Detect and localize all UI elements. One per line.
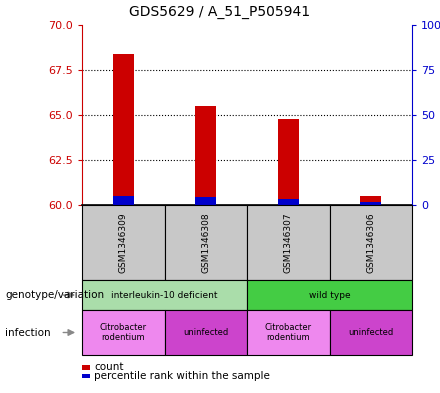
Bar xyxy=(195,106,216,205)
Text: Citrobacter
rodentium: Citrobacter rodentium xyxy=(100,323,147,342)
Bar xyxy=(113,196,134,205)
Bar xyxy=(278,199,299,205)
Bar xyxy=(195,197,216,205)
Text: GSM1346306: GSM1346306 xyxy=(366,212,375,273)
Bar xyxy=(360,196,381,205)
Text: uninfected: uninfected xyxy=(183,328,228,337)
Text: count: count xyxy=(94,362,124,372)
Bar xyxy=(278,119,299,205)
Bar xyxy=(113,54,134,205)
Text: Citrobacter
rodentium: Citrobacter rodentium xyxy=(265,323,312,342)
Text: genotype/variation: genotype/variation xyxy=(5,290,104,300)
Text: GSM1346307: GSM1346307 xyxy=(284,212,293,273)
Text: percentile rank within the sample: percentile rank within the sample xyxy=(94,371,270,381)
Text: infection: infection xyxy=(5,327,51,338)
Text: uninfected: uninfected xyxy=(348,328,393,337)
Bar xyxy=(360,202,381,205)
Text: wild type: wild type xyxy=(309,290,350,299)
Text: interleukin-10 deficient: interleukin-10 deficient xyxy=(111,290,218,299)
Text: GDS5629 / A_51_P505941: GDS5629 / A_51_P505941 xyxy=(129,5,311,19)
Text: GSM1346309: GSM1346309 xyxy=(119,212,128,273)
Text: GSM1346308: GSM1346308 xyxy=(201,212,210,273)
